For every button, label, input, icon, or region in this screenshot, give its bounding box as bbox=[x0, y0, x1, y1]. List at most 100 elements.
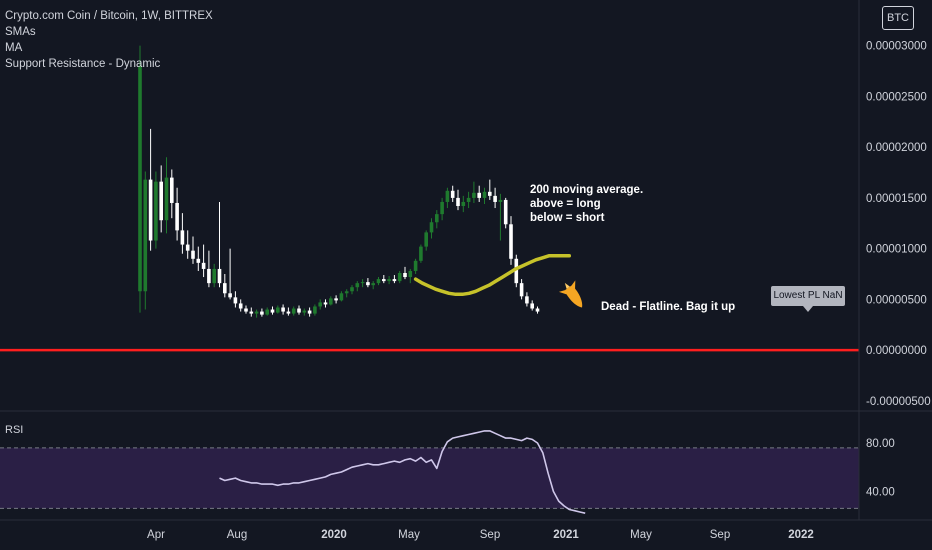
candle-body bbox=[535, 308, 540, 312]
candle bbox=[238, 299, 243, 312]
candle-body bbox=[466, 197, 471, 202]
candle bbox=[223, 274, 227, 298]
candle bbox=[201, 244, 206, 278]
candle-body bbox=[323, 302, 328, 305]
candle bbox=[525, 292, 529, 307]
candle bbox=[265, 307, 269, 316]
candle-body bbox=[291, 308, 296, 314]
rsi-tick-label: 40.00 bbox=[866, 486, 895, 498]
candle-body bbox=[164, 177, 169, 221]
candle bbox=[260, 308, 264, 317]
candle-body bbox=[329, 298, 333, 305]
candle-body bbox=[493, 195, 497, 202]
candle-body bbox=[488, 191, 492, 196]
candle-body bbox=[472, 192, 476, 198]
candle-body bbox=[344, 291, 349, 294]
candle-body bbox=[185, 244, 190, 251]
ma-200-line bbox=[413, 253, 572, 297]
price-tick-label: 0.00000500 bbox=[866, 294, 927, 306]
candle-body bbox=[424, 232, 428, 247]
candle-body bbox=[217, 268, 222, 284]
indicator-support-resistance[interactable]: Support Resistance - Dynamic bbox=[5, 58, 161, 70]
candle bbox=[249, 307, 254, 317]
candle-body bbox=[397, 272, 402, 282]
candle-body bbox=[350, 287, 354, 292]
candle bbox=[466, 191, 471, 209]
candle bbox=[392, 275, 397, 284]
time-tick-label: 2021 bbox=[553, 529, 579, 541]
candle bbox=[233, 291, 238, 308]
time-tick-label: May bbox=[630, 529, 652, 541]
candle bbox=[281, 304, 285, 315]
candle-body bbox=[286, 311, 291, 314]
candle bbox=[318, 299, 322, 310]
annotations: 200 moving average. above = long below =… bbox=[530, 184, 735, 313]
candle-body bbox=[519, 283, 524, 297]
candle-body bbox=[233, 297, 238, 304]
candle bbox=[440, 197, 444, 221]
candle-body bbox=[435, 214, 439, 223]
candle-body bbox=[201, 262, 206, 269]
indicator-smas[interactable]: SMAs bbox=[5, 26, 36, 38]
candle bbox=[302, 308, 307, 316]
candle-body bbox=[138, 65, 142, 292]
candle-body bbox=[477, 192, 481, 198]
candle bbox=[297, 305, 301, 315]
candle-body bbox=[360, 282, 365, 284]
ma-note-line-2: above = long bbox=[530, 198, 601, 210]
candle bbox=[254, 309, 259, 318]
candle bbox=[313, 304, 317, 316]
candle-body bbox=[339, 293, 344, 301]
candles bbox=[138, 45, 540, 318]
candle-body bbox=[228, 293, 232, 298]
time-tick-label: Apr bbox=[147, 529, 165, 541]
symbol-title[interactable]: Crypto.com Coin / Bitcoin, 1W, BITTREX bbox=[5, 10, 213, 22]
price-tick-label: 0.00001500 bbox=[866, 193, 927, 205]
candle bbox=[307, 307, 312, 317]
candle bbox=[429, 218, 434, 239]
candle bbox=[164, 157, 169, 234]
candle bbox=[366, 278, 370, 288]
indicator-ma[interactable]: MA bbox=[5, 42, 23, 54]
ma-200 bbox=[413, 253, 572, 297]
candle-body bbox=[318, 302, 322, 307]
price-tick-label: -0.00000500 bbox=[866, 396, 931, 408]
rsi-pane bbox=[0, 447, 859, 509]
candle-body bbox=[445, 190, 450, 202]
candle bbox=[212, 263, 216, 288]
candle bbox=[514, 254, 519, 288]
candle-body bbox=[382, 279, 386, 282]
candle-body bbox=[456, 197, 460, 207]
candle-body bbox=[429, 222, 434, 233]
candle-body bbox=[191, 250, 195, 259]
candle-body bbox=[207, 268, 211, 284]
candle bbox=[244, 305, 248, 314]
rsi-label[interactable]: RSI bbox=[5, 424, 24, 436]
candle-body bbox=[180, 230, 185, 245]
candle bbox=[228, 248, 232, 300]
time-tick-label: Aug bbox=[227, 529, 247, 541]
candle bbox=[154, 171, 158, 249]
candle bbox=[329, 296, 333, 306]
currency-button[interactable]: BTC bbox=[882, 6, 914, 30]
candle-body bbox=[403, 272, 407, 278]
candle-body bbox=[223, 283, 227, 294]
candle-body bbox=[143, 179, 148, 292]
candle bbox=[456, 189, 460, 211]
chart-legend: Crypto.com Coin / Bitcoin, 1W, BITTREX S… bbox=[5, 8, 213, 72]
candle-body bbox=[371, 283, 375, 286]
candle bbox=[175, 187, 179, 241]
candle bbox=[530, 300, 534, 311]
candle-body bbox=[154, 181, 158, 241]
candle bbox=[408, 268, 413, 284]
candle bbox=[286, 307, 291, 316]
candle-body bbox=[276, 307, 280, 313]
candle-body bbox=[461, 201, 466, 207]
candle bbox=[159, 165, 163, 233]
price-tick-label: 0.00001000 bbox=[866, 244, 927, 256]
candle-body bbox=[514, 258, 519, 284]
candle bbox=[477, 185, 481, 202]
rsi-band bbox=[0, 447, 859, 509]
candle-body bbox=[244, 308, 248, 312]
